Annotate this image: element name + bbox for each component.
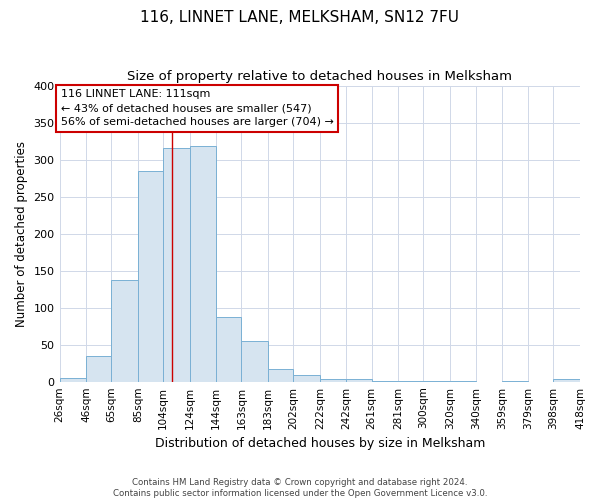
Bar	[86, 356, 112, 382]
Y-axis label: Number of detached properties: Number of detached properties	[15, 140, 28, 326]
Bar	[241, 341, 268, 382]
Bar	[138, 170, 163, 382]
Bar	[190, 146, 216, 382]
Bar	[268, 369, 293, 382]
Bar	[371, 381, 398, 382]
Title: Size of property relative to detached houses in Melksham: Size of property relative to detached ho…	[127, 70, 512, 83]
Bar	[424, 381, 450, 382]
Text: 116, LINNET LANE, MELKSHAM, SN12 7FU: 116, LINNET LANE, MELKSHAM, SN12 7FU	[140, 10, 460, 25]
Bar	[59, 378, 86, 382]
Bar	[216, 316, 241, 382]
Text: 116 LINNET LANE: 111sqm
← 43% of detached houses are smaller (547)
56% of semi-d: 116 LINNET LANE: 111sqm ← 43% of detache…	[61, 90, 334, 128]
Text: Contains HM Land Registry data © Crown copyright and database right 2024.
Contai: Contains HM Land Registry data © Crown c…	[113, 478, 487, 498]
Bar	[112, 280, 138, 382]
Bar	[502, 381, 528, 382]
Bar	[450, 381, 476, 382]
Bar	[163, 148, 190, 382]
Bar	[320, 378, 346, 382]
Bar	[346, 380, 371, 382]
Bar	[553, 380, 580, 382]
X-axis label: Distribution of detached houses by size in Melksham: Distribution of detached houses by size …	[155, 437, 485, 450]
Bar	[293, 375, 320, 382]
Bar	[398, 381, 424, 382]
